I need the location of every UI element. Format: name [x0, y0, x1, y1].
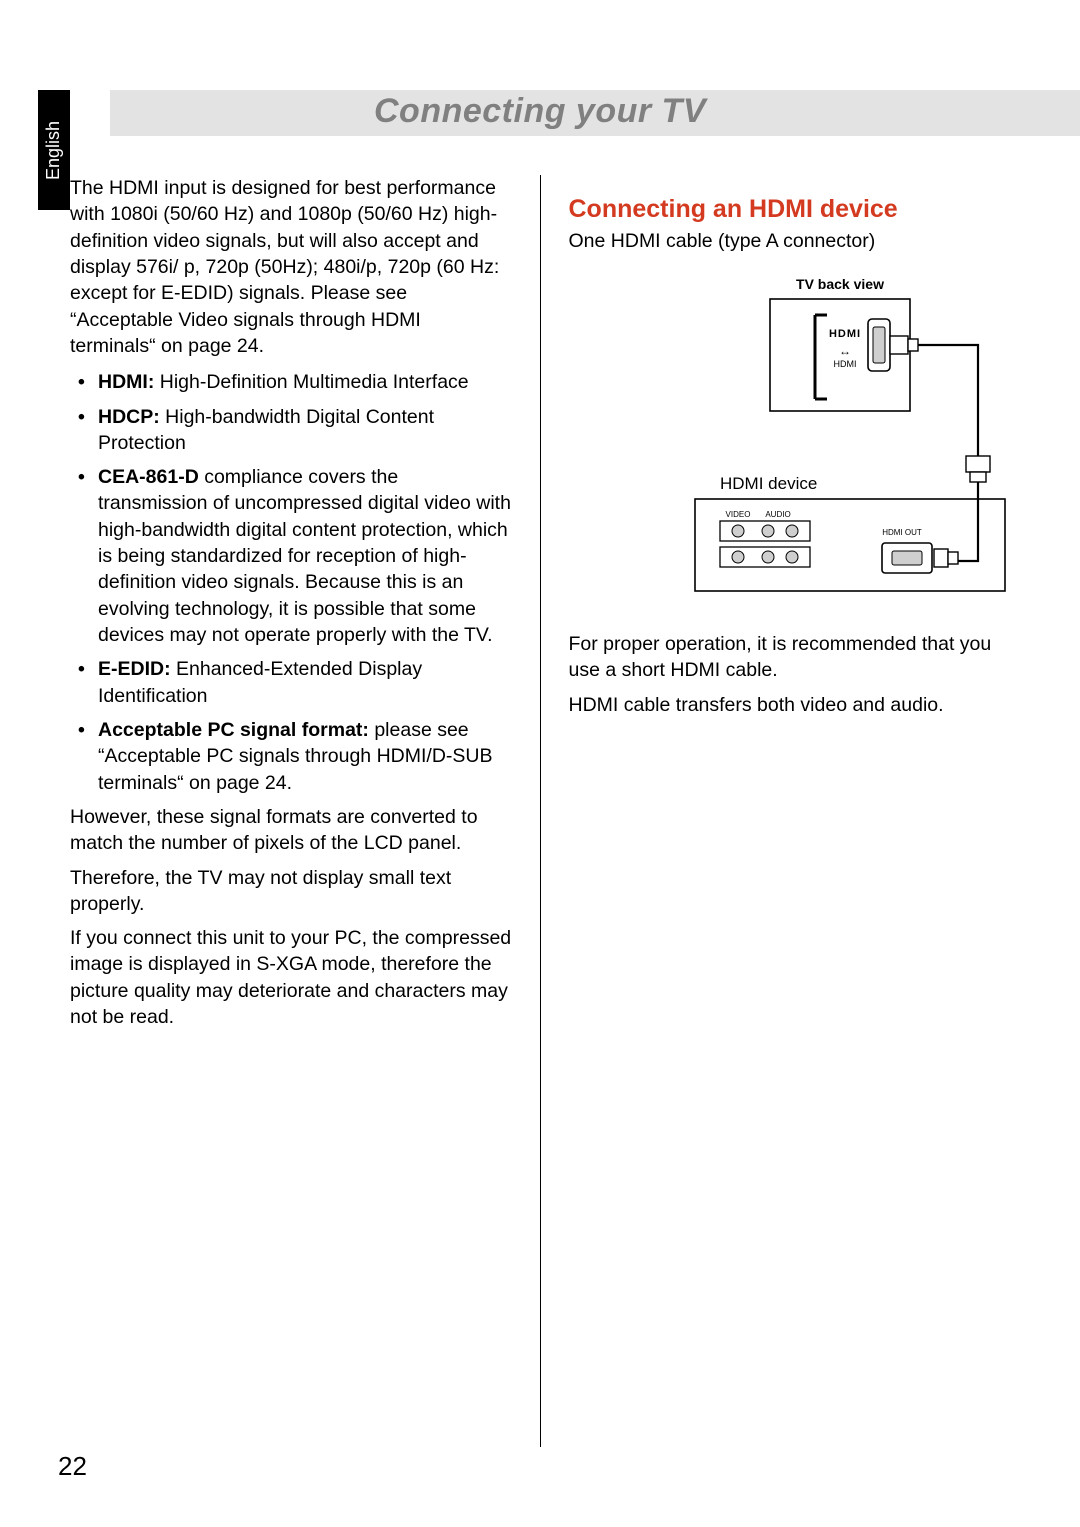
- term: HDCP:: [98, 406, 160, 428]
- list-item: E-EDID: Enhanced-Extended Display Identi…: [98, 656, 512, 709]
- section-title: Connecting an HDMI device: [569, 195, 1011, 224]
- page-header-title: Connecting your TV: [0, 92, 1080, 131]
- tv-label: TV back view: [796, 276, 884, 292]
- content-columns: The HDMI input is designed for best perf…: [70, 175, 1010, 1447]
- body-paragraph: However, these signal formats are conver…: [70, 804, 512, 857]
- language-tab-label: English: [44, 120, 65, 179]
- hdmi-logo-text: HDMI: [829, 328, 861, 340]
- body-paragraph: If you connect this unit to your PC, the…: [70, 925, 512, 1030]
- body-paragraph: HDMI cable transfers both video and audi…: [569, 692, 1011, 718]
- page-number: 22: [58, 1451, 87, 1482]
- term: E-EDID:: [98, 658, 171, 680]
- hdmi-diagram-svg: TV back view HDMI ↔ HDMI: [640, 271, 1010, 611]
- term: Acceptable PC signal format:: [98, 719, 369, 741]
- hdmi-port-label: HDMI: [834, 359, 857, 369]
- svg-text:↔: ↔: [839, 344, 851, 358]
- term: CEA-861-D: [98, 466, 199, 488]
- language-tab: English: [38, 90, 70, 210]
- video-label: VIDEO: [726, 510, 751, 519]
- term-desc: High-Definition Multimedia Interface: [154, 371, 468, 393]
- list-item: HDCP: High-bandwidth Digital Content Pro…: [98, 404, 512, 457]
- term: HDMI:: [98, 371, 154, 393]
- list-item: CEA-861-D compliance covers the transmis…: [98, 464, 512, 648]
- device-label: HDMI device: [720, 474, 817, 493]
- body-paragraph: For proper operation, it is recommended …: [569, 631, 1011, 684]
- section-subtitle: One HDMI cable (type A connector): [569, 230, 1011, 253]
- intro-paragraph: The HDMI input is designed for best perf…: [70, 175, 512, 359]
- audio-label: AUDIO: [765, 510, 790, 519]
- left-column: The HDMI input is designed for best perf…: [70, 175, 541, 1447]
- definitions-list: HDMI: High-Definition Multimedia Interfa…: [70, 369, 512, 796]
- manual-page: Connecting your TV English The HDMI inpu…: [0, 0, 1080, 1527]
- list-item: HDMI: High-Definition Multimedia Interfa…: [98, 369, 512, 395]
- connection-diagram: TV back view HDMI ↔ HDMI: [569, 271, 1011, 611]
- list-item: Acceptable PC signal format: please see …: [98, 717, 512, 796]
- right-column: Connecting an HDMI device One HDMI cable…: [541, 175, 1011, 1447]
- hdmi-out-label: HDMI OUT: [882, 528, 922, 537]
- term-desc: compliance covers the transmission of un…: [98, 466, 511, 646]
- body-paragraph: Therefore, the TV may not display small …: [70, 865, 512, 918]
